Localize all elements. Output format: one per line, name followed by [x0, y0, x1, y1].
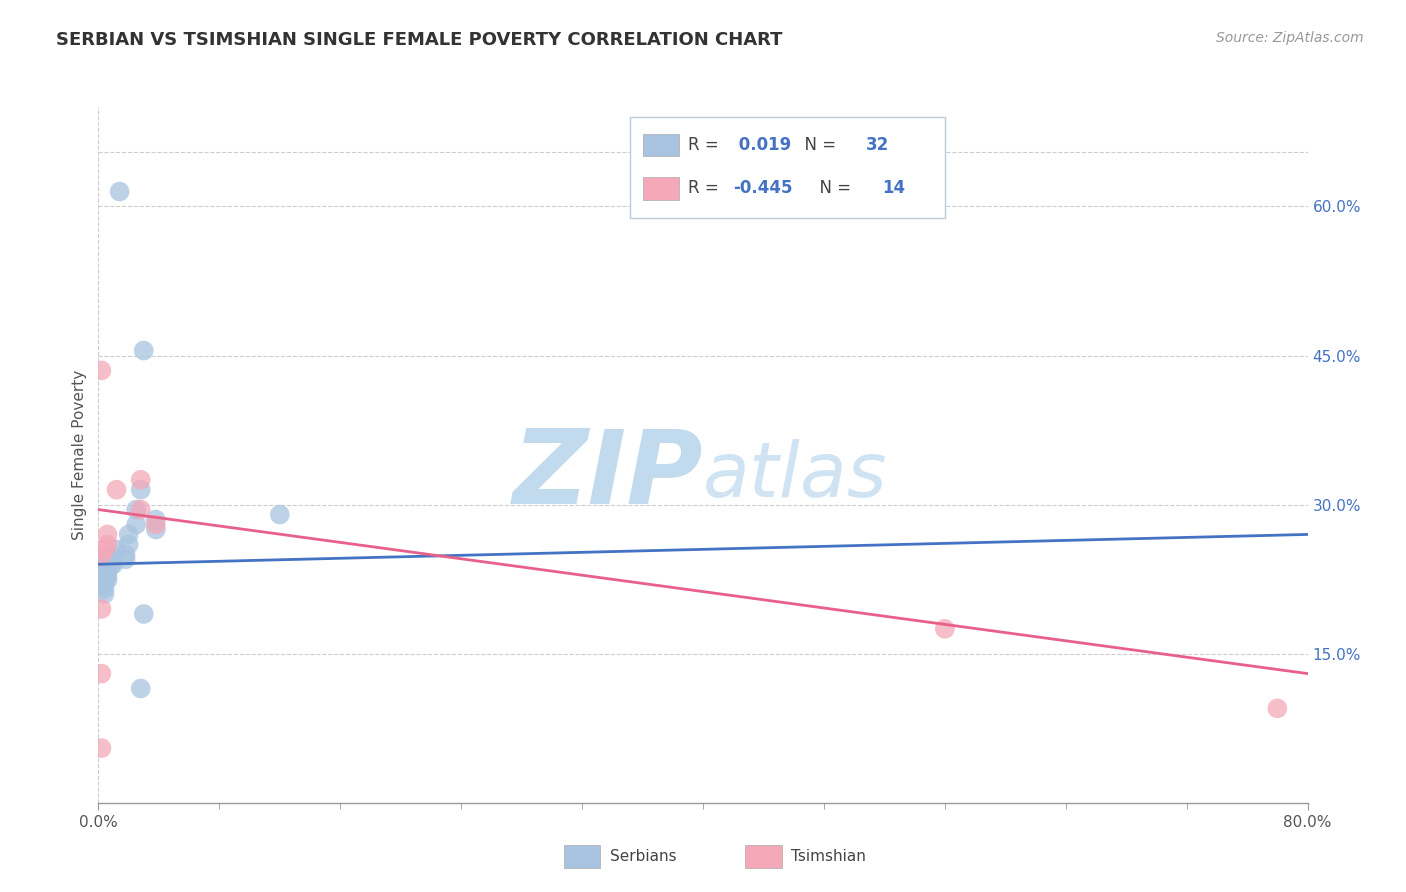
Point [125, 517, 148, 532]
Point [90, 363, 112, 377]
Point [145, 517, 167, 532]
Text: -0.445: -0.445 [734, 179, 793, 197]
Text: ZIP: ZIP [512, 425, 703, 526]
Text: SERBIAN VS TSIMSHIAN SINGLE FEMALE POVERTY CORRELATION CHART: SERBIAN VS TSIMSHIAN SINGLE FEMALE POVER… [56, 31, 783, 49]
Point [103, 558, 125, 572]
Y-axis label: Single Female Poverty: Single Female Poverty [72, 370, 87, 540]
Point [129, 681, 152, 696]
Text: N =: N = [810, 179, 856, 197]
Point [90, 561, 112, 575]
Point [118, 527, 141, 541]
Point [114, 547, 136, 561]
Point [90, 569, 112, 583]
Text: 32: 32 [866, 136, 890, 154]
FancyBboxPatch shape [643, 178, 679, 200]
Point [90, 558, 112, 572]
Text: N =: N = [793, 136, 841, 154]
FancyBboxPatch shape [564, 846, 600, 868]
Text: Tsimshian: Tsimshian [792, 849, 866, 863]
Point [934, 622, 956, 636]
Point [145, 523, 167, 537]
Point [132, 607, 155, 621]
Text: Serbians: Serbians [610, 849, 676, 863]
Point [129, 473, 152, 487]
Point [90, 549, 112, 564]
Text: 14: 14 [882, 179, 905, 197]
Point [90, 666, 112, 681]
Point [96, 569, 118, 583]
Point [90, 602, 112, 616]
Point [1267, 701, 1289, 715]
Point [125, 502, 148, 516]
Point [93, 587, 115, 601]
Text: R =: R = [689, 136, 724, 154]
Point [100, 559, 122, 574]
Point [114, 552, 136, 566]
FancyBboxPatch shape [643, 134, 679, 156]
Point [90, 741, 112, 756]
Text: Source: ZipAtlas.com: Source: ZipAtlas.com [1216, 31, 1364, 45]
Point [129, 502, 152, 516]
Point [93, 577, 115, 591]
Text: R =: R = [689, 179, 724, 197]
Point [108, 185, 131, 199]
Point [96, 537, 118, 551]
Point [90, 549, 112, 564]
Point [269, 508, 291, 522]
Point [90, 565, 112, 579]
Point [118, 537, 141, 551]
Point [145, 512, 167, 526]
Point [103, 549, 125, 564]
Point [96, 573, 118, 587]
Point [93, 542, 115, 557]
Point [132, 343, 155, 358]
Text: atlas: atlas [703, 439, 887, 513]
Point [129, 483, 152, 497]
Point [96, 527, 118, 541]
FancyBboxPatch shape [630, 118, 945, 219]
Point [90, 575, 112, 590]
Point [105, 483, 128, 497]
Point [90, 579, 112, 593]
Point [96, 565, 118, 579]
Point [93, 582, 115, 596]
Point [90, 553, 112, 567]
Text: 0.019: 0.019 [734, 136, 792, 154]
FancyBboxPatch shape [745, 846, 782, 868]
Point [105, 542, 128, 557]
